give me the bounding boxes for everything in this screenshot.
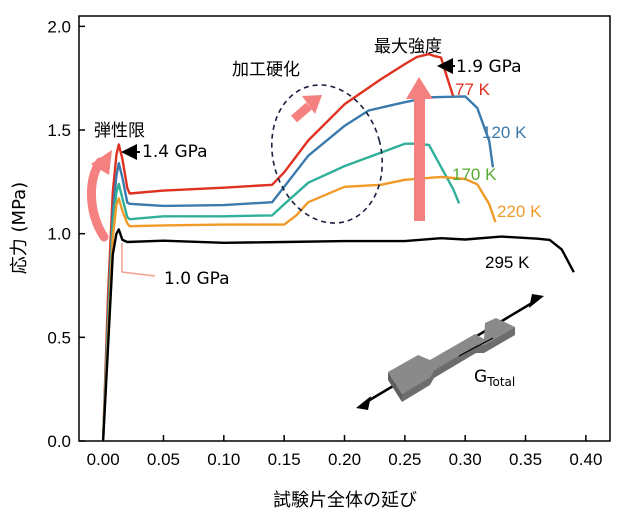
plot-frame <box>78 15 611 442</box>
x-axis-title: 試験片全体の延び <box>273 490 417 511</box>
yield-low-leader <box>121 243 156 277</box>
series-label-220k: 220 K <box>497 202 542 221</box>
work-hardening-arrowhead <box>302 95 322 114</box>
yield-low-label: 1.0 GPa <box>164 269 230 289</box>
yield-high-label: 1.4 GPa <box>142 142 208 162</box>
gauge-leader <box>458 337 494 357</box>
x-tick-label: 0.05 <box>147 450 180 469</box>
y-tick-label: 2.0 <box>47 17 71 36</box>
gauge-label-subscript: Total <box>486 375 515 389</box>
series-line-220k <box>101 175 497 442</box>
work-hardening-label: 加工硬化 <box>232 60 300 80</box>
y-axis-title: 応力 (MPa) <box>9 182 30 274</box>
y-tick-label: 0.0 <box>47 432 71 451</box>
x-tick-label: 0.25 <box>388 450 421 469</box>
max-strength-arrow-shaft <box>414 97 425 221</box>
y-tick-label: 0.5 <box>47 328 71 347</box>
series-label-295k: 295 K <box>485 253 530 272</box>
gauge-label-main: G <box>474 367 487 387</box>
x-tick-label: 0.20 <box>328 450 361 469</box>
specimen-icon <box>356 294 544 410</box>
max-strength-label: 最大強度 <box>374 37 442 57</box>
x-tick-label: 0.10 <box>207 450 240 469</box>
x-tick-label: 0.15 <box>268 450 301 469</box>
work-hardening-arrow <box>291 102 312 123</box>
y-tick-label: 1.5 <box>47 121 71 140</box>
x-tick-label: 0.40 <box>569 450 602 469</box>
max-strength-arrowhead <box>406 77 433 99</box>
x-tick-label: 0.35 <box>509 450 542 469</box>
series-line-295k <box>101 228 575 442</box>
x-tick-label: 0.30 <box>449 450 482 469</box>
series-line-120k <box>101 95 495 442</box>
elastic-limit-label: 弾性限 <box>94 121 145 141</box>
x-tick-label: 0.00 <box>87 450 120 469</box>
series-label-170k: 170 K <box>452 165 497 184</box>
gauge-label: GTotal <box>474 367 515 389</box>
elastic-limit-arrowhead <box>91 150 112 175</box>
elastic-limit-arrow <box>87 157 109 242</box>
series-label-120k: 120 K <box>482 123 527 142</box>
work-hardening-ellipse <box>270 84 384 224</box>
uts-label: 1.9 GPa <box>456 57 522 77</box>
series-label-77k: 77 K <box>455 80 491 99</box>
y-tick-label: 1.0 <box>47 225 71 244</box>
